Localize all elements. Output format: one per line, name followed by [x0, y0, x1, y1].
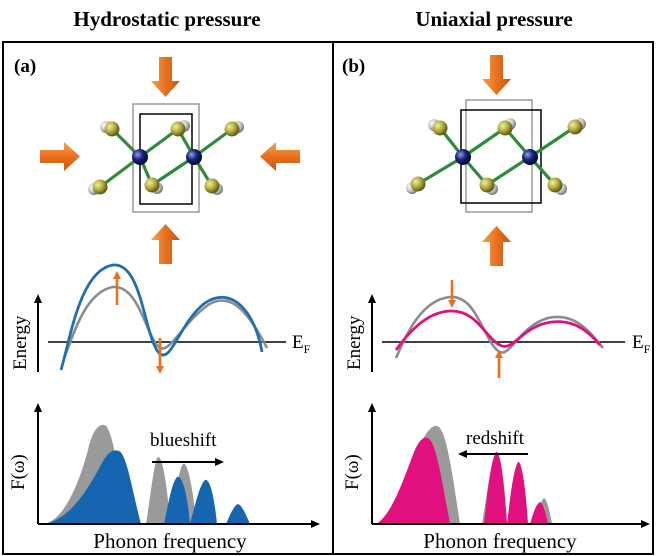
title-uniaxial: Uniaxial pressure — [415, 7, 572, 31]
phonon-frequency-label-a: Phonon frequency — [93, 529, 247, 553]
pressure-arrow-left-a — [40, 142, 80, 171]
dos-peak-pressurized-4-a — [226, 504, 250, 524]
panel-b-label: (b) — [342, 56, 365, 77]
pressure-arrows-b — [482, 55, 511, 266]
bonds-a — [99, 127, 233, 189]
energy-label-a: Energy — [10, 315, 31, 370]
phonon-dos-a: F(ω) blueshift Phonon frequency — [8, 403, 320, 553]
pressure-arrow-bottom-b — [482, 226, 511, 266]
fermi-label-a: EF — [292, 332, 311, 356]
dos-peak-pressurized-2-b — [484, 451, 507, 524]
energy-label-b: Energy — [344, 315, 365, 370]
dos-peak-pressurized-1-a — [44, 450, 141, 524]
blueshift-label: blueshift — [150, 430, 217, 451]
fermi-label-b: EF — [632, 332, 651, 356]
dos-peak-pressurized-3-b — [507, 461, 528, 524]
pressure-arrow-bottom-a — [151, 224, 180, 264]
crystal-structure-b — [406, 99, 586, 213]
pressure-arrow-right-a — [260, 142, 300, 171]
crystal-structure-a — [88, 103, 244, 213]
band-ambient-b — [394, 295, 605, 359]
panel-a-label: (a) — [14, 56, 36, 77]
band-pressurized-b — [394, 309, 602, 351]
pressure-arrows-a — [40, 57, 300, 264]
title-hydrostatic: Hydrostatic pressure — [73, 7, 260, 31]
dos-peak-pressurized-3-a — [190, 479, 217, 524]
olive-atoms-a — [92, 121, 240, 195]
band-diagram-a: Energy EF — [10, 263, 311, 374]
dos-peak-ambient-2-a — [146, 456, 170, 524]
dos-label-a: F(ω) — [8, 454, 29, 490]
pressure-arrow-top-b — [482, 55, 511, 95]
metal-atoms-a — [132, 149, 202, 165]
dos-peak-pressurized-1-b — [376, 437, 450, 524]
metal-atoms-b — [455, 149, 538, 165]
bonds-b — [417, 125, 576, 187]
phonon-frequency-label-b: Phonon frequency — [423, 529, 577, 553]
phonon-dos-b: F(ω) redshift Phonon frequency — [342, 403, 650, 553]
band-ambient-a — [62, 285, 269, 359]
pressure-arrow-top-a — [151, 57, 180, 97]
dos-label-b: F(ω) — [342, 454, 363, 490]
dos-peak-pressurized-2-a — [164, 476, 190, 524]
olive-atoms-b — [410, 119, 583, 193]
redshift-label: redshift — [466, 428, 525, 449]
band-diagram-b: Energy EF — [344, 280, 651, 378]
band-pressurized-a — [59, 263, 264, 371]
figure-frame — [2, 41, 654, 555]
dos-peak-pressurized-4-b — [530, 502, 548, 524]
